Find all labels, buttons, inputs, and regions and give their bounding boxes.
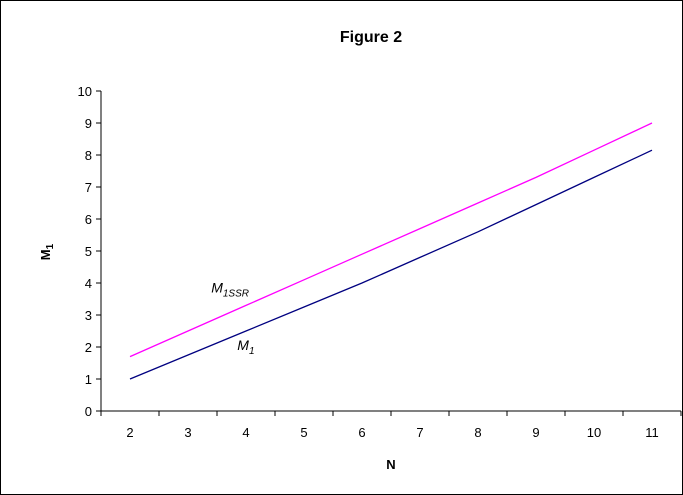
y-tick-label: 0 — [85, 404, 92, 419]
x-tick-label: 5 — [300, 425, 307, 440]
x-tick-label: 7 — [416, 425, 423, 440]
y-tick-label: 1 — [85, 372, 92, 387]
annotation-main: M — [237, 337, 249, 353]
x-tick-label: 2 — [126, 425, 133, 440]
y-tick-label: 6 — [85, 212, 92, 227]
series-lines — [129, 122, 653, 380]
x-tick-label: 6 — [358, 425, 365, 440]
x-tick-label: 3 — [184, 425, 191, 440]
x-tick-label: 8 — [474, 425, 481, 440]
annotation-m1: M1 — [237, 337, 254, 357]
y-tick-label: 8 — [85, 148, 92, 163]
x-axis-label: N — [386, 457, 395, 472]
y-tick-label: 9 — [85, 116, 92, 131]
chart-title: Figure 2 — [340, 29, 402, 46]
x-tick-label: 10 — [587, 425, 601, 440]
annotation-main: M — [211, 280, 223, 296]
y-axis-label-main: M — [38, 249, 53, 260]
x-tick-label: 11 — [645, 425, 659, 440]
series-line-m1 — [129, 149, 653, 380]
y-tick-label: 7 — [85, 180, 92, 195]
y-tick-label: 10 — [78, 84, 92, 99]
annotation-m1ssr: M1SSR — [211, 280, 249, 300]
annotation-subscript: 1SSR — [223, 289, 249, 300]
y-axis-label: M1 — [38, 243, 56, 260]
y-tick-label: 2 — [85, 340, 92, 355]
y-ticks: 0 1 2 3 4 5 6 7 8 9 10 — [78, 84, 101, 419]
x-tick-label: 9 — [532, 425, 539, 440]
y-tick-label: 4 — [85, 276, 92, 291]
x-ticks: 2 3 4 5 6 7 8 9 10 11 — [100, 411, 682, 440]
y-tick-label: 3 — [85, 308, 92, 323]
annotation-subscript: 1 — [249, 346, 255, 357]
x-tick-label: 4 — [242, 425, 249, 440]
y-tick-label: 5 — [85, 244, 92, 259]
series-line-m1ssr — [129, 122, 653, 358]
y-axis-label-subscript: 1 — [45, 243, 56, 249]
